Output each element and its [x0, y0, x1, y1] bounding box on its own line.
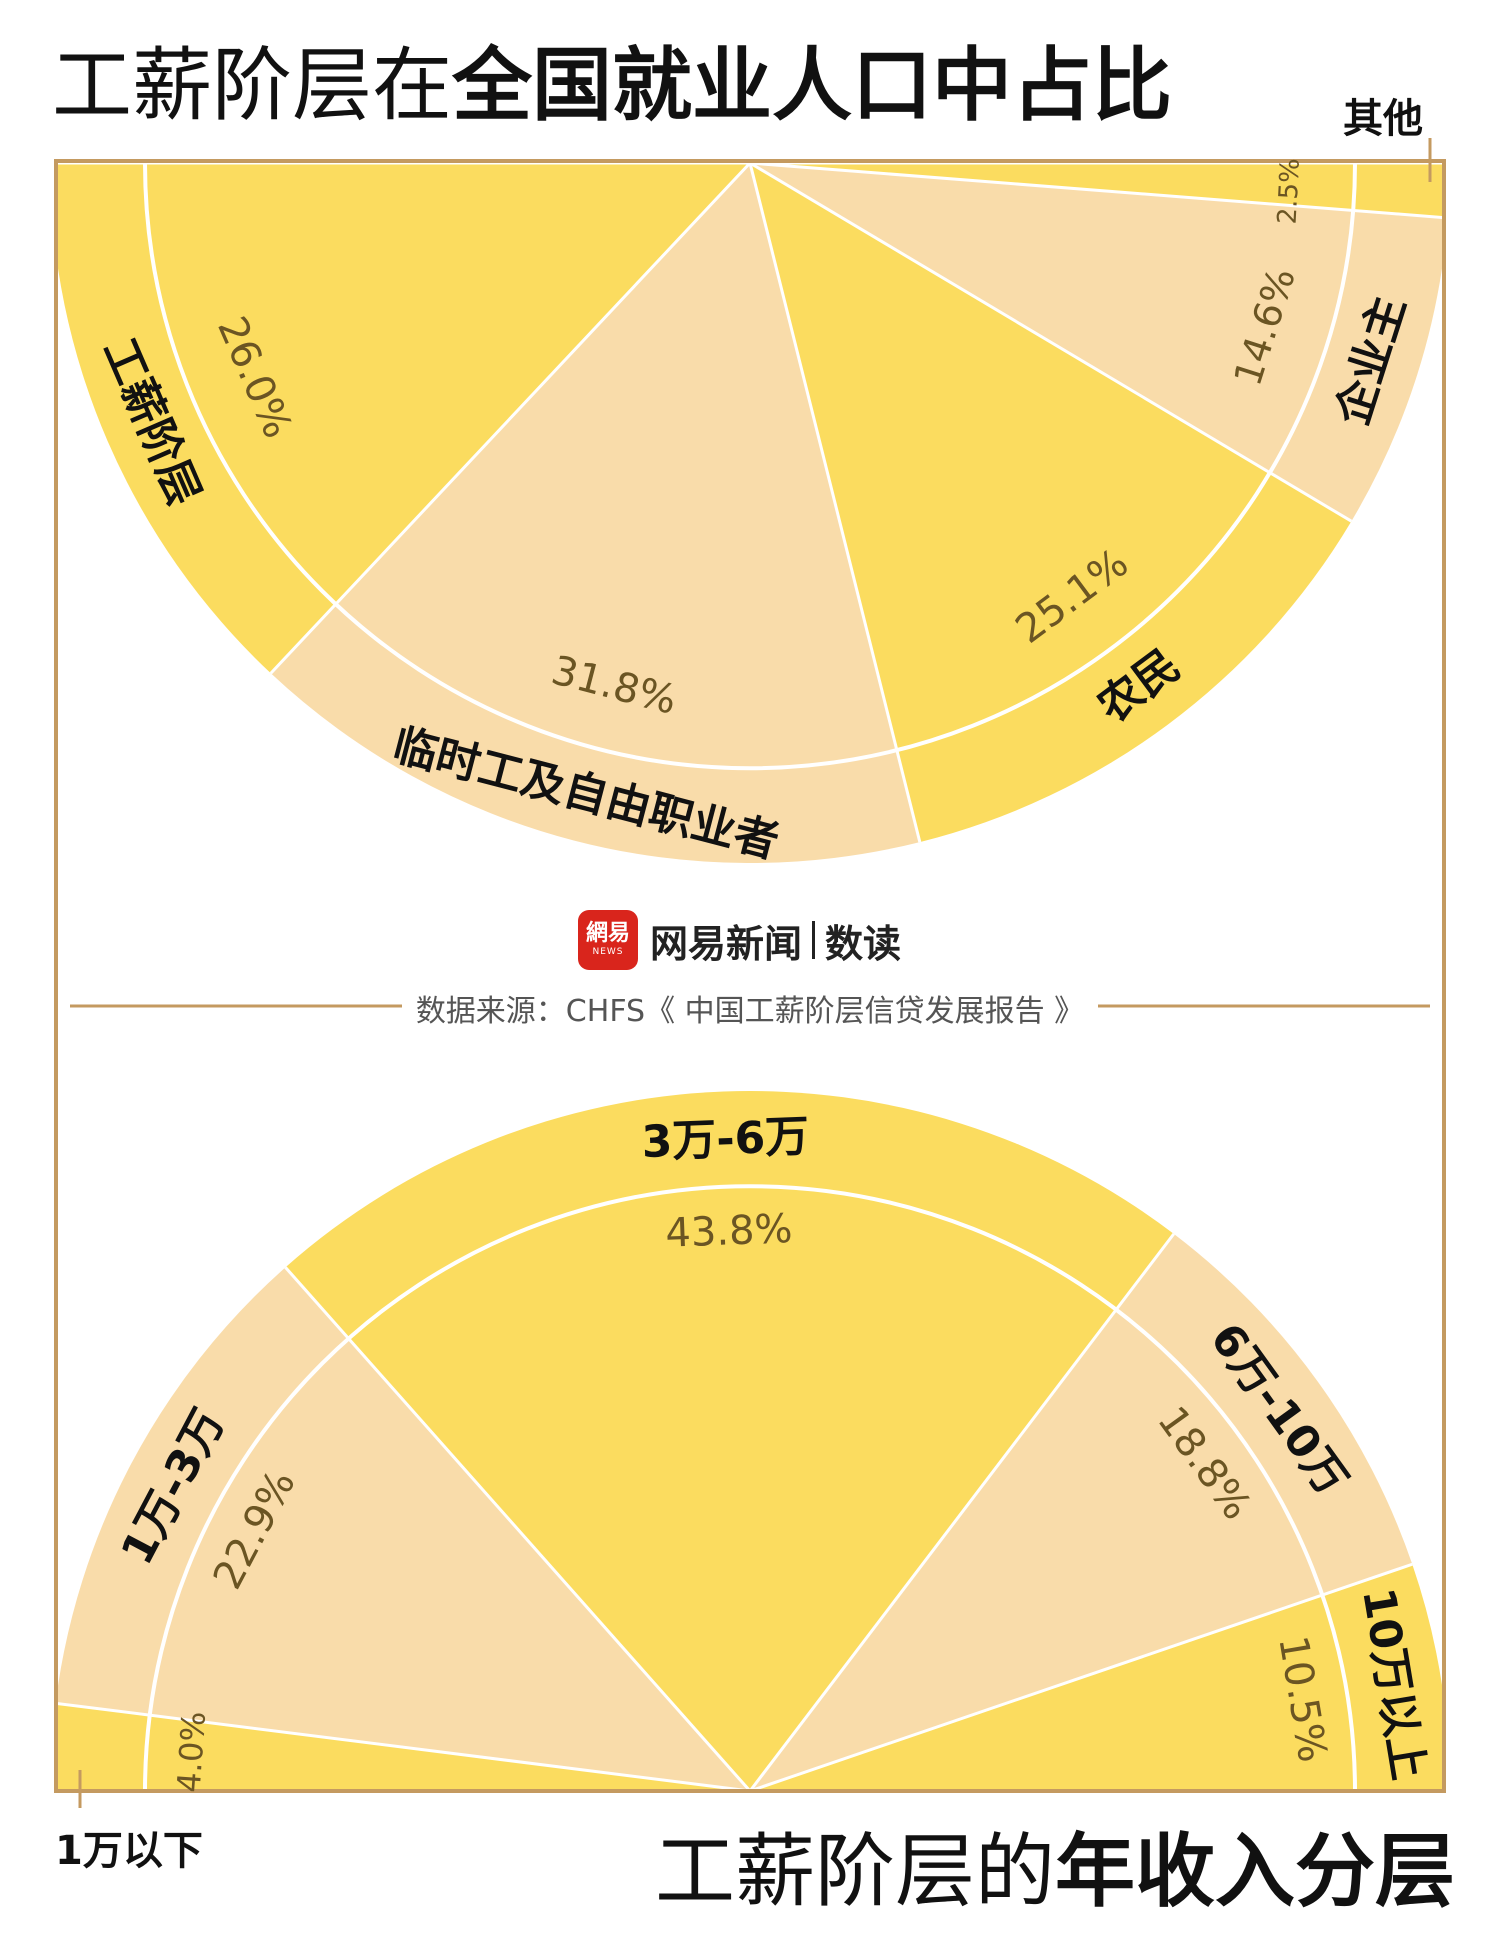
- netease-logo-icon: 網易 NEWS: [578, 910, 638, 970]
- income-slice-4: [750, 1564, 1442, 1791]
- other-corner-label: 其他: [1343, 96, 1423, 142]
- employment-slice-0: [58, 163, 750, 674]
- logo-mark-text: 網易: [585, 921, 630, 946]
- brand-divider: [812, 921, 816, 959]
- income-pct-2: 43.8%: [665, 1206, 794, 1257]
- income-divider-3: [748, 1232, 1175, 1791]
- brand-name: 网易新闻: [650, 921, 803, 966]
- logo-mark-sub: NEWS: [592, 947, 624, 957]
- brand-sub: 数读: [825, 921, 902, 966]
- under-10k-corner-label: 1万以下: [55, 1828, 203, 1874]
- top-title-light: 工薪阶层在: [52, 39, 452, 132]
- income-slice-1: [58, 1267, 750, 1791]
- employment-inner-ring: [143, 163, 1357, 770]
- employment-slice-1: [270, 163, 920, 864]
- brand-logo: 網易 NEWS 网易新闻 数读: [578, 910, 901, 970]
- income-divider-1: [58, 1702, 751, 1791]
- employment-divider-1: [269, 163, 752, 675]
- top-chart-title: 工薪阶层在全国就业人口中占比: [52, 46, 1172, 126]
- data-source: 数据来源：CHFS《 中国工薪阶层信贷发展报告 》: [0, 986, 1500, 1030]
- income-inner-ring: [143, 1184, 1357, 1791]
- bottom-title-bold: 年收入分层: [1055, 1825, 1455, 1918]
- employment-divider-3: [749, 163, 1353, 523]
- bottom-chart-title: 工薪阶层的年收入分层: [655, 1832, 1455, 1912]
- employment-divider-4: [749, 163, 1442, 219]
- top-title-bold: 全国就业人口中占比: [452, 39, 1172, 132]
- income-divider-2: [284, 1266, 752, 1791]
- data-source-text: 数据来源：CHFS《 中国工薪阶层信贷发展报告 》: [401, 994, 1099, 1029]
- income-slice-3: [750, 1233, 1413, 1791]
- income-slice-2: [285, 1091, 1174, 1791]
- employment-pct-4: 2.5%: [1273, 157, 1306, 225]
- employment-divider-2: [748, 163, 922, 843]
- income-divider-4: [749, 1562, 1413, 1791]
- bottom-title-light: 工薪阶层的: [655, 1825, 1055, 1918]
- employment-slice-2: [750, 163, 1352, 843]
- employment-slice-3: [750, 163, 1442, 522]
- income-pct-0: 4.0%: [170, 1710, 214, 1794]
- income-label-2: 3万-6万: [641, 1111, 810, 1168]
